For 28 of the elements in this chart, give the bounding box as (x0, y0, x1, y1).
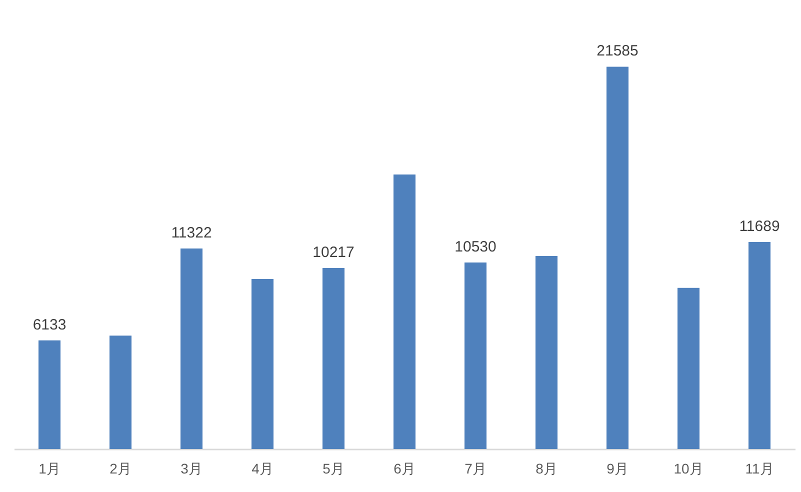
data-label: 11322 (171, 224, 212, 242)
data-label: 11689 (739, 218, 780, 235)
bar (677, 288, 700, 449)
bar (606, 66, 629, 449)
x-tick-label: 1月 (38, 460, 60, 476)
bar (251, 278, 274, 449)
data-label: 10530 (454, 238, 496, 256)
x-tick-label: 8月 (536, 460, 558, 476)
bar (180, 248, 203, 449)
x-tick-label: 3月 (180, 460, 202, 476)
bar (535, 256, 558, 449)
x-tick-label: 6月 (394, 460, 416, 476)
bar (464, 262, 487, 449)
data-label: 10217 (312, 244, 354, 262)
x-tick-label: 7月 (464, 460, 486, 476)
bar (38, 340, 61, 449)
x-tick-label: 9月 (606, 460, 628, 476)
x-tick-label: 2月 (110, 460, 132, 476)
x-tick-label: 11月 (745, 460, 774, 476)
bar (393, 174, 416, 449)
x-tick-label: 10月 (674, 460, 704, 476)
x-tick-label: 5月 (322, 460, 344, 476)
bar (748, 242, 771, 449)
data-label: 21585 (596, 42, 638, 60)
data-label: 6133 (32, 316, 66, 334)
bar (109, 336, 132, 449)
x-tick-label: 4月 (252, 460, 274, 476)
bar (322, 268, 345, 449)
